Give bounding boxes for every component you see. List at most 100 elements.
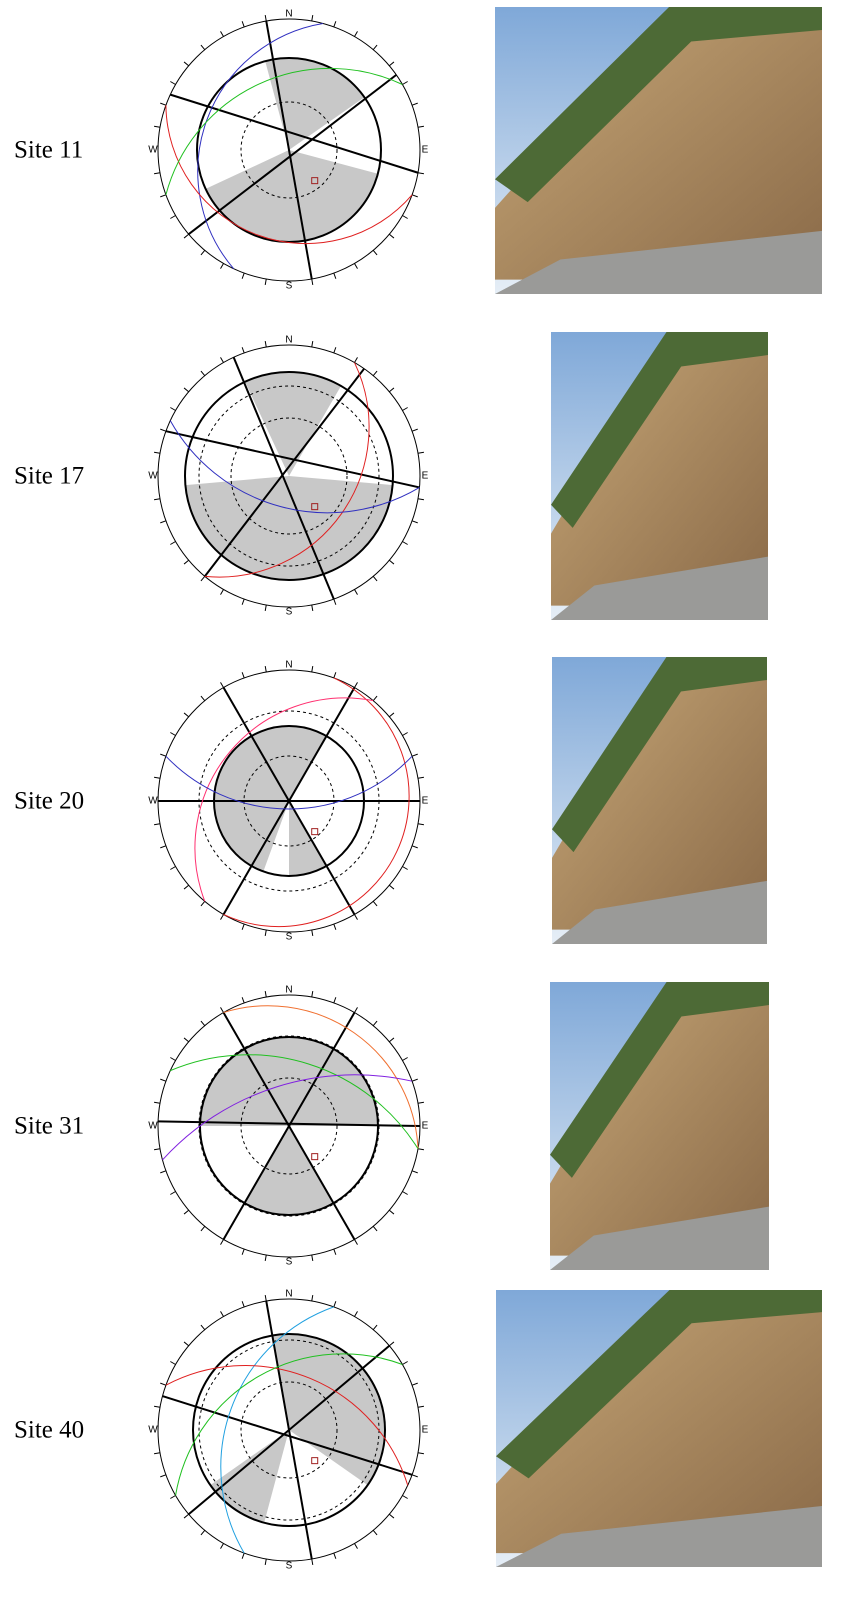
outcrop-photo <box>496 1290 822 1567</box>
outcrop-photo <box>495 7 822 294</box>
great-circle <box>162 1074 413 1161</box>
tick <box>372 1226 378 1232</box>
stereonet: N E S W <box>148 335 428 618</box>
pole-marker <box>311 503 319 511</box>
plane-trace <box>165 430 420 489</box>
tick <box>153 172 161 175</box>
tick <box>170 1495 176 1499</box>
road <box>552 880 767 944</box>
tick <box>411 1382 418 1386</box>
great-circle <box>170 1054 419 1150</box>
tick <box>389 233 395 239</box>
tick <box>417 498 425 501</box>
tick <box>170 732 176 736</box>
tick <box>241 1552 245 1559</box>
tick <box>311 990 314 998</box>
tick <box>160 1170 167 1174</box>
gray-sector <box>244 1037 334 1126</box>
tick <box>333 272 337 279</box>
great-circle <box>175 1353 403 1496</box>
tick <box>402 81 408 85</box>
tick <box>160 1474 167 1478</box>
plane-trace <box>162 1395 413 1476</box>
tick <box>200 1226 206 1232</box>
tick <box>411 194 418 198</box>
great-circle <box>165 1365 409 1486</box>
tick <box>200 1530 206 1536</box>
rock-slope <box>552 657 767 930</box>
tick <box>311 278 314 286</box>
tick <box>153 498 161 501</box>
site-label: Site 17 <box>14 463 84 490</box>
tick <box>311 665 314 673</box>
primitive-circle <box>157 1298 421 1562</box>
tick <box>354 1239 358 1245</box>
gray-sector <box>289 801 327 876</box>
tick <box>160 845 167 849</box>
tick <box>411 753 418 757</box>
tick <box>417 1452 425 1455</box>
compass-label: N <box>285 660 292 671</box>
vegetation <box>550 982 769 1178</box>
compass-label: E <box>422 1425 429 1436</box>
tick <box>153 1452 161 1455</box>
tick <box>417 776 425 779</box>
tick <box>411 1078 418 1082</box>
vegetation <box>495 7 822 203</box>
tick <box>160 194 167 198</box>
plane-trace <box>222 1012 356 1240</box>
tick <box>354 263 358 269</box>
tick <box>354 914 358 920</box>
rock-slope <box>550 982 769 1256</box>
tick <box>389 884 395 890</box>
plane-trace <box>232 356 335 600</box>
tick <box>333 1552 337 1559</box>
tick <box>183 884 189 890</box>
primitive-circle <box>157 18 421 282</box>
tick <box>200 1020 206 1026</box>
compass-label: N <box>285 335 292 346</box>
tick <box>160 428 167 432</box>
great-circle <box>165 105 413 245</box>
tick <box>220 357 224 363</box>
tick <box>264 1294 267 1302</box>
gray-sector <box>251 726 327 801</box>
tick <box>241 598 245 605</box>
tick <box>160 1078 167 1082</box>
site-label: Site 31 <box>14 1113 84 1140</box>
primitive-circle <box>157 344 421 608</box>
tick <box>153 1405 161 1408</box>
tick <box>333 672 337 679</box>
compass-label: W <box>148 1425 158 1436</box>
tick <box>417 451 425 454</box>
tick <box>417 1405 425 1408</box>
outcrop-photo <box>552 657 767 944</box>
tick <box>200 370 206 376</box>
road <box>496 1506 822 1567</box>
gray-sector <box>205 150 378 242</box>
tick <box>372 695 378 701</box>
stereonet: N E S W <box>148 985 428 1268</box>
tick <box>354 682 358 688</box>
rock-slope <box>496 1290 822 1554</box>
bold-circle <box>192 1333 386 1527</box>
tick <box>183 712 189 718</box>
tick <box>402 407 408 411</box>
tick <box>153 451 161 454</box>
tick <box>264 1558 267 1566</box>
tick <box>389 1209 395 1215</box>
tick <box>333 1301 337 1308</box>
tick <box>402 541 408 545</box>
site-label: Site 11 <box>14 137 83 164</box>
tick <box>311 340 314 348</box>
vegetation <box>552 657 767 853</box>
tick <box>372 901 378 907</box>
tick <box>160 102 167 106</box>
outcrop-photo <box>551 332 768 620</box>
compass-label: S <box>286 1561 293 1572</box>
compass-label: S <box>286 281 293 292</box>
tick <box>354 1007 358 1013</box>
tick <box>264 14 267 22</box>
tick <box>372 44 378 50</box>
